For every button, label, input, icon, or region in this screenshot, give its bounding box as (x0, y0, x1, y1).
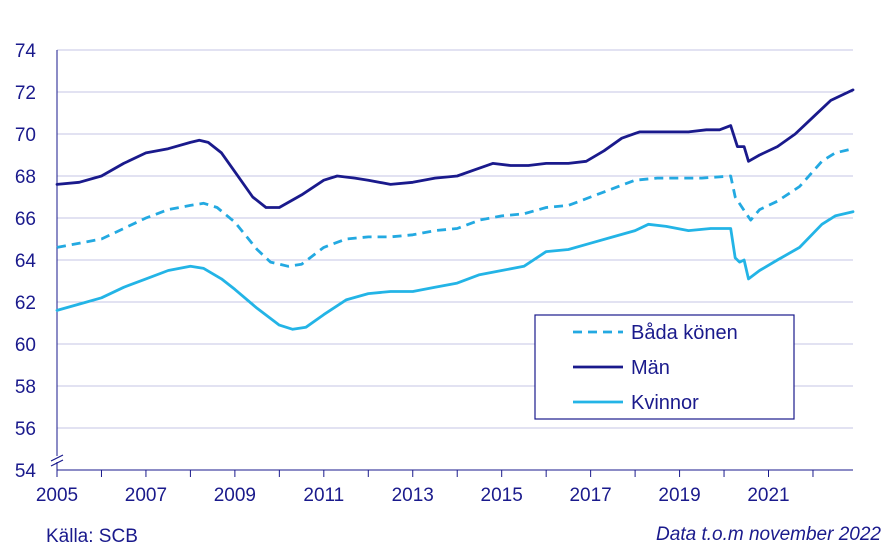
gridlines (57, 49, 853, 429)
x-tick-label: 2019 (658, 485, 700, 506)
y-tick-label: 54 (15, 461, 37, 482)
source-label: Källa: SCB (46, 526, 138, 547)
y-tick-label: 70 (15, 125, 36, 146)
series-lines (55, 88, 855, 331)
legend-label: Båda könen (631, 322, 738, 344)
x-tick-label: 2009 (214, 485, 256, 506)
legend-label: Män (631, 357, 670, 379)
y-tick-label: 74 (15, 41, 37, 62)
x-tick-label: 2017 (569, 485, 611, 506)
axis-break-mark (50, 459, 64, 467)
y-axis-ticks: 54 56 58 60 62 64 66 68 70 72 74 (15, 41, 37, 482)
series-line (55, 210, 855, 331)
x-tick-label: 2013 (392, 485, 434, 506)
y-tick-label: 58 (15, 377, 36, 398)
data-note: Data t.o.m november 2022 (656, 524, 881, 545)
legend-label: Kvinnor (631, 392, 699, 414)
x-tick-label: 2021 (747, 485, 789, 506)
series-line (55, 88, 855, 209)
legend: Båda könen Män Kvinnor (534, 314, 795, 420)
x-tick-label: 2005 (36, 485, 78, 506)
x-tick-label: 2015 (481, 485, 523, 506)
y-tick-label: 72 (15, 83, 36, 104)
y-tick-label: 60 (15, 335, 36, 356)
series-line (56, 147, 854, 268)
x-axis: 2005 2007 2009 2011 2013 2015 2017 2019 2021 (36, 50, 853, 506)
x-tick-label: 2011 (303, 485, 344, 506)
y-tick-label: 64 (15, 251, 37, 272)
y-tick-label: 56 (15, 419, 36, 440)
y-tick-label: 68 (15, 167, 36, 188)
axis-break-mark (50, 454, 64, 462)
y-tick-label: 62 (15, 293, 36, 314)
y-tick-label: 66 (15, 209, 36, 230)
x-tick-label: 2007 (125, 485, 167, 506)
